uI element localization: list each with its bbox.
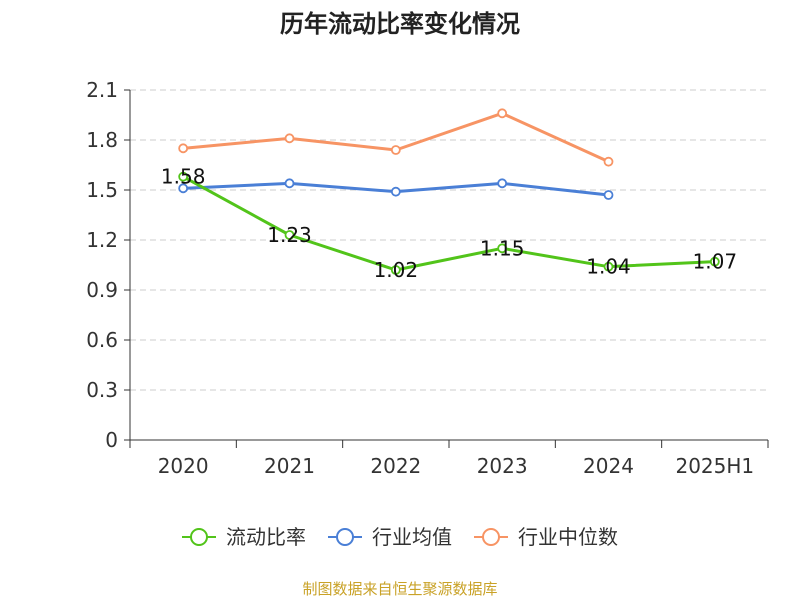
- data-point: [284, 230, 295, 240]
- legend-label: 行业均值: [372, 525, 452, 549]
- data-point: [497, 178, 508, 189]
- data-point: [497, 243, 508, 254]
- y-tick-label: 0.9: [86, 278, 118, 302]
- data-point: [178, 143, 189, 154]
- x-tick-label: 2021: [264, 454, 315, 478]
- series-layer: [178, 108, 720, 275]
- data-label: 1.15: [480, 236, 525, 260]
- legend-label: 流动比率: [226, 525, 306, 549]
- data-label: 1.58: [161, 165, 206, 189]
- source-note: 制图数据来自恒生聚源数据库: [302, 580, 497, 598]
- data-point: [603, 156, 614, 167]
- y-tick-label: 0: [105, 428, 118, 452]
- x-tick-label: 2020: [158, 454, 209, 478]
- data-point: [284, 133, 295, 144]
- data-label: 1.02: [374, 258, 419, 282]
- data-labels: 1.58 1.23 1.02 1.15 1.04 1.07: [161, 165, 737, 282]
- x-tick-label: 2023: [477, 454, 528, 478]
- legend-item: 流动比率: [182, 525, 306, 549]
- y-tick-label: 2.1: [86, 78, 118, 102]
- legend-item: 行业均值: [328, 525, 452, 549]
- data-label: 1.23: [267, 223, 312, 247]
- y-tick-label: 0.6: [86, 328, 118, 352]
- y-tick-label: 1.8: [86, 128, 118, 152]
- data-point: [603, 190, 614, 200]
- data-point: [178, 183, 189, 194]
- data-point: [603, 261, 614, 272]
- legend-marker: [190, 528, 208, 546]
- grid-lines: [130, 89, 768, 391]
- y-tick-label: 1.5: [86, 178, 118, 202]
- x-tick-label: 2025H1: [675, 454, 754, 478]
- axes: 0 0.3 0.6 0.9 1.2 1.5 1.8 2.1 2020 2021 2022 2023 20…: [86, 78, 769, 478]
- y-tick-label: 1.2: [86, 228, 118, 252]
- data-point: [390, 265, 401, 275]
- x-tick-label: 2022: [370, 454, 421, 478]
- series-line: [182, 175, 715, 272]
- legend: 流动比率 行业均值 行业中位数: [182, 525, 618, 549]
- data-point: [390, 186, 401, 197]
- legend-item: 行业中位数: [474, 525, 618, 549]
- legend-label: 行业中位数: [518, 525, 618, 549]
- y-tick-label: 0.3: [86, 378, 118, 402]
- data-point: [390, 145, 401, 155]
- data-point: [178, 171, 189, 182]
- data-label: 1.07: [693, 250, 738, 274]
- data-point: [284, 178, 295, 189]
- legend-marker: [336, 528, 354, 546]
- x-tick-label: 2024: [583, 454, 634, 478]
- data-label: 1.04: [586, 255, 631, 279]
- legend-marker: [482, 528, 500, 546]
- data-point: [709, 256, 720, 267]
- chart-title: 历年流动比率变化情况: [280, 10, 520, 38]
- data-point: [497, 108, 508, 119]
